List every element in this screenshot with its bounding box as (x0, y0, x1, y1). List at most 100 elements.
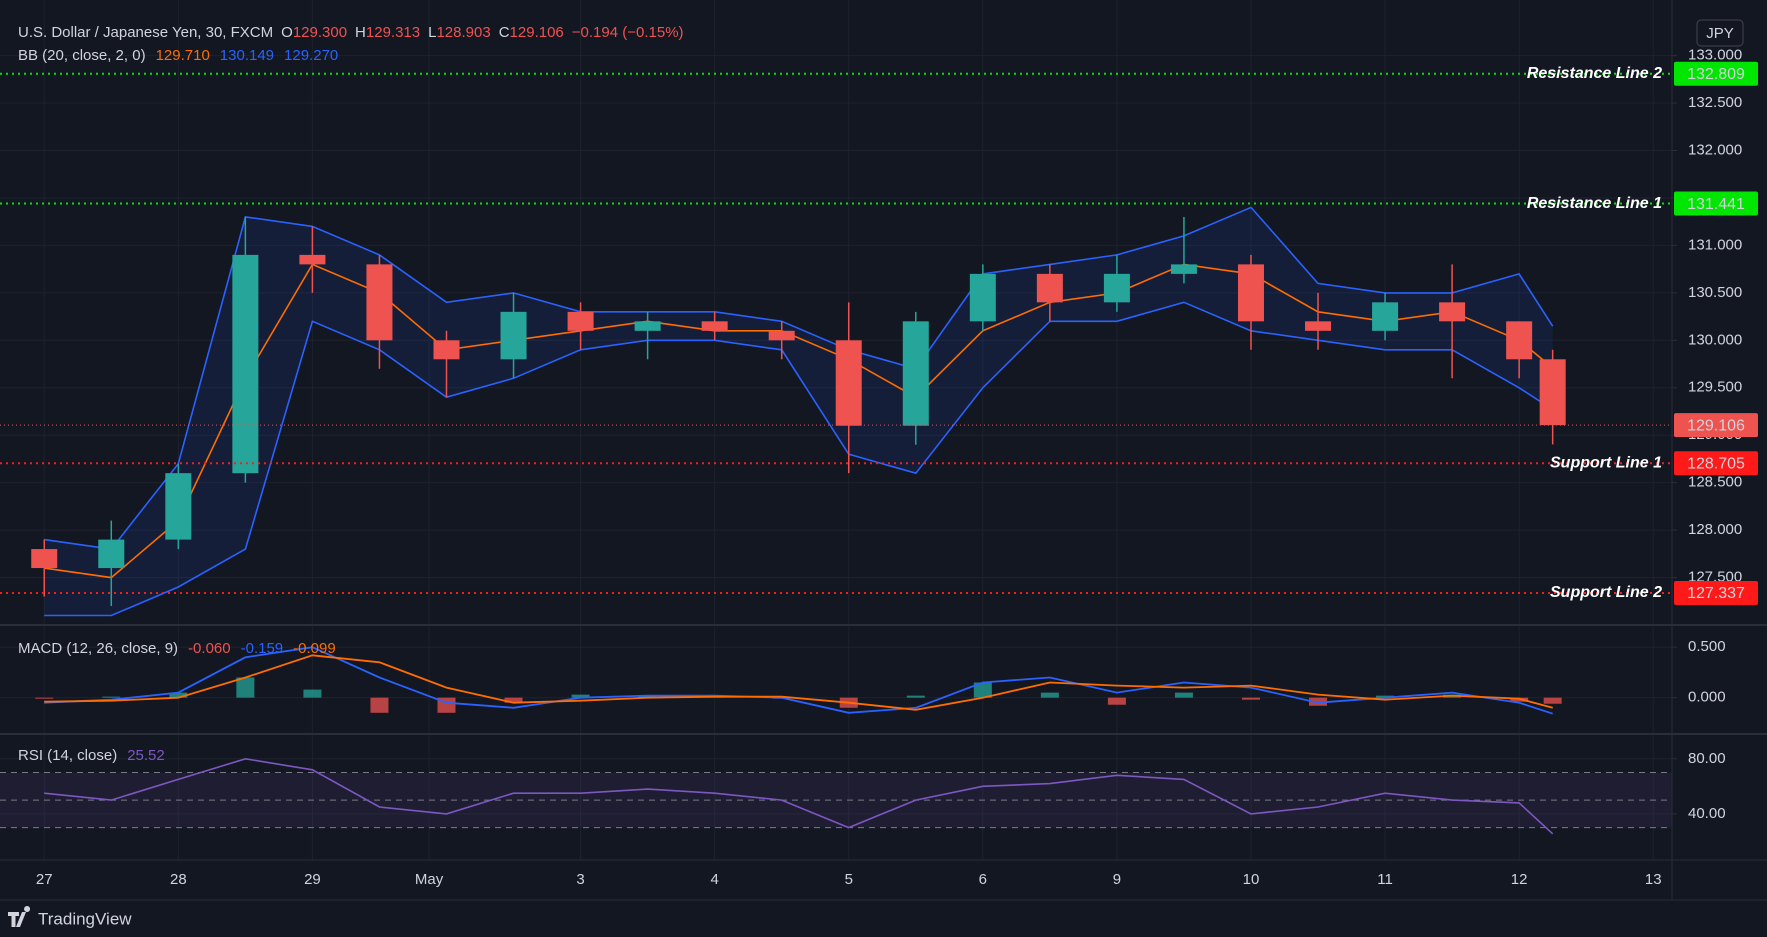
y-tick-label: 0.500 (1688, 638, 1726, 655)
series-line (44, 646, 1553, 715)
band-fill (44, 207, 1553, 616)
price-line-label: Resistance Line 2 (1527, 65, 1662, 82)
legend-text: L (428, 24, 436, 41)
y-tick-label: 0.000 (1688, 689, 1726, 706)
candle-body (366, 264, 393, 341)
legend-text: BB (20, close, 2, 0) (18, 47, 146, 64)
x-tick-label: 3 (576, 871, 584, 888)
legend-text: MACD (12, 26, close, 9) (18, 640, 178, 657)
candle-body (433, 340, 460, 360)
candle-body (1372, 302, 1399, 331)
candle-body (1539, 359, 1566, 426)
y-tick-label: 130.500 (1688, 284, 1742, 301)
y-tick-label: 80.00 (1688, 750, 1726, 767)
legend-text: U.S. Dollar / Japanese Yen, 30, FXCM (18, 24, 273, 41)
series-line (44, 206, 1554, 550)
x-tick-label: 27 (36, 871, 53, 888)
x-tick-label: 13 (1645, 871, 1662, 888)
y-tick-label: 129.500 (1688, 379, 1742, 396)
legend-text: 130.149 (220, 47, 274, 64)
currency[interactable]: JPY (1706, 25, 1734, 42)
price-line-label: Support Line 1 (1550, 454, 1662, 471)
legend-text: -0.060 (188, 640, 231, 657)
x-tick-label: 29 (304, 871, 321, 888)
candle-body (902, 321, 929, 426)
logo (8, 906, 31, 927)
y-tick-label: 132.000 (1688, 141, 1742, 158)
y-tick-label: 40.00 (1688, 805, 1726, 822)
legend-text: 129.710 (156, 47, 210, 64)
candle-body (1036, 273, 1063, 303)
price-tag-text: 132.809 (1687, 66, 1745, 83)
series-line (44, 654, 1553, 711)
price-tag (1674, 581, 1758, 606)
candle-body (567, 311, 594, 331)
legend-text: O (281, 24, 293, 41)
candle-body (500, 311, 527, 360)
histogram-bar (1241, 697, 1260, 700)
legend-text: 25.52 (127, 747, 165, 764)
candle-body (835, 340, 862, 426)
x-tick-label: May (415, 871, 444, 888)
x-tick-label: 10 (1243, 871, 1260, 888)
histogram-bar (638, 695, 657, 698)
legend-text: 129.270 (284, 47, 338, 64)
x-tick-label: 5 (845, 871, 853, 888)
x-tick-label: 12 (1511, 871, 1528, 888)
legend-text: H (355, 24, 366, 41)
y-tick-label: 130.000 (1688, 331, 1742, 348)
candle-body (31, 549, 58, 569)
price-line-label: Support Line 2 (1550, 584, 1662, 601)
legend-text: C (499, 24, 510, 41)
candle-body (98, 539, 125, 569)
price-tag-text: 128.705 (1687, 455, 1745, 472)
candle-body (1170, 264, 1197, 274)
y-tick-label: 128.000 (1688, 521, 1742, 538)
legend-text: 129.300 (293, 24, 347, 41)
histogram-bar (1543, 697, 1562, 704)
histogram-bar (1174, 692, 1193, 698)
candle-body (1305, 321, 1332, 331)
overlay: 27 28 29 May 3 4 5 6 9 10 11 12 13127.500128.000128.… (18, 24, 1758, 888)
price-tag-text: 131.441 (1687, 196, 1745, 213)
histogram-bar (169, 692, 188, 698)
x-tick-label: 28 (170, 871, 187, 888)
histogram-bar (1309, 697, 1328, 706)
histogram-bar (370, 697, 389, 713)
brand: TradingView (38, 909, 132, 928)
histogram-bar (1107, 697, 1126, 705)
y-tick-label: 133.000 (1688, 47, 1742, 64)
legend-text: RSI (14, close) (18, 747, 117, 764)
price-tag (1674, 61, 1758, 86)
y-tick-label: 128.500 (1688, 474, 1742, 491)
legend-text: 129.106 (510, 24, 564, 41)
histogram-bar (1376, 695, 1395, 698)
histogram-bar (571, 694, 590, 698)
candle-body (768, 330, 795, 341)
candle-body (1506, 321, 1533, 360)
legend-text: −0.194 (−0.15%) (572, 24, 684, 41)
legend-line: U.S. Dollar / Japanese Yen, 30, FXCM O129… (18, 24, 684, 41)
candle-body (299, 254, 326, 265)
plot-area (0, 72, 1672, 835)
legend-text: -0.159 (241, 640, 284, 657)
histogram-bar (504, 697, 523, 703)
histogram-bar (102, 696, 121, 698)
x-tick-label: 6 (979, 871, 987, 888)
legend-line: RSI (14, close) 25.52 (18, 747, 165, 764)
candle-body (165, 473, 192, 540)
price-tag (1674, 413, 1758, 438)
price-tag-text: 127.337 (1687, 585, 1745, 602)
histogram-bar (1040, 692, 1059, 698)
candle-body (701, 321, 728, 331)
candle-body (1439, 302, 1466, 322)
currency-box[interactable] (1696, 19, 1744, 47)
candle-body (634, 321, 661, 331)
legend-text: 129.313 (366, 24, 420, 41)
candle-body (969, 273, 996, 322)
histogram-bar (303, 689, 322, 698)
price-tag (1674, 451, 1758, 476)
series-line (44, 757, 1554, 835)
price-line-label: Resistance Line 1 (1527, 195, 1662, 212)
